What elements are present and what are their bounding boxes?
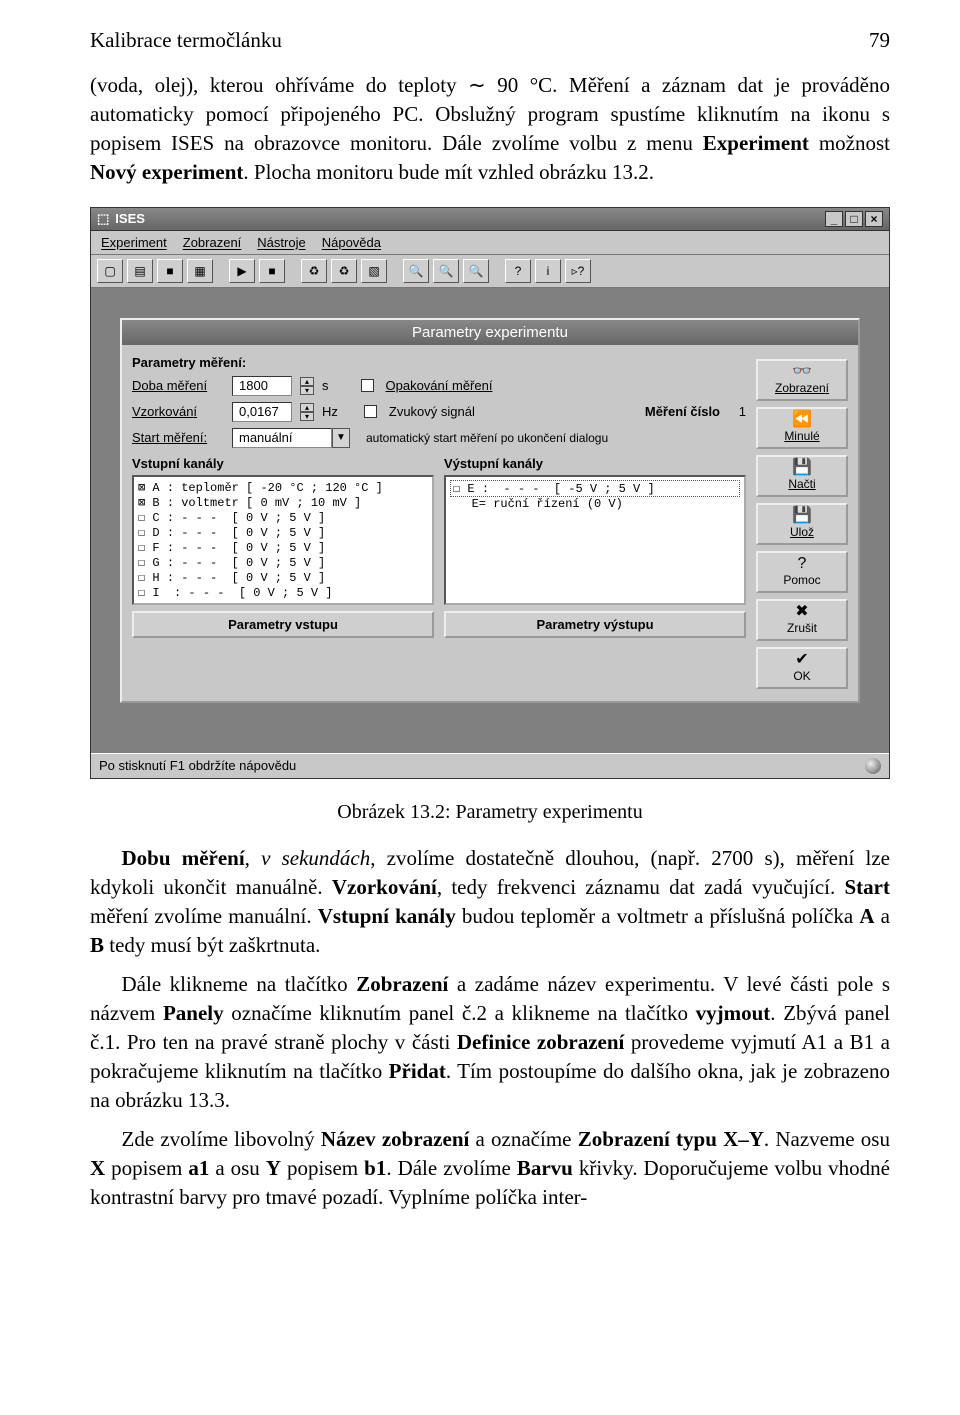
status-bar: Po stisknutí F1 obdržíte nápovědu	[91, 753, 889, 778]
list-item[interactable]: ☐ D : - - - [ 0 V ; 5 V ]	[138, 525, 428, 540]
toolbar: ▢ ▤ ■ ▦ ▶ ■ ♻ ♻ ▧ 🔍 🔍 🔍 ? i ▹?	[91, 255, 889, 288]
button-pomoc[interactable]: ?Pomoc	[756, 551, 848, 593]
list-item[interactable]: ☐ C : - - - [ 0 V ; 5 V ]	[138, 510, 428, 525]
paragraph-4: Zde zvolíme libovolný Název zobrazení a …	[90, 1125, 890, 1212]
tool-stop[interactable]: ■	[259, 259, 285, 283]
list-item: E= ruční řízení (0 V)	[450, 497, 740, 511]
list-item[interactable]: ⊠ A : teploměr [ -20 °C ; 120 °C ]	[138, 480, 428, 495]
tool-open[interactable]: ▤	[127, 259, 153, 283]
title-bar: ⬚ ISES _ □ ×	[91, 208, 889, 231]
list-item[interactable]: ☐ I : - - - [ 0 V ; 5 V ]	[138, 585, 428, 600]
tool-what[interactable]: ▹?	[565, 259, 591, 283]
figure-caption: Obrázek 13.2: Parametry experimentu	[90, 801, 890, 824]
list-item[interactable]: ☐ H : - - - [ 0 V ; 5 V ]	[138, 570, 428, 585]
maximize-button[interactable]: □	[845, 211, 863, 227]
group-parametry-mereni: Parametry měření:	[132, 355, 746, 370]
spinner-vzork[interactable]: ▴▾	[300, 403, 314, 421]
app-screenshot: ⬚ ISES _ □ × Experiment Zobrazení Nástro…	[90, 207, 890, 779]
list-item[interactable]: ☐ G : - - - [ 0 V ; 5 V ]	[138, 555, 428, 570]
minimize-button[interactable]: _	[825, 211, 843, 227]
label-vystupni-kanaly: Výstupní kanály	[444, 456, 746, 471]
label-start: Start měření:	[132, 430, 224, 445]
input-doba[interactable]: 1800	[232, 376, 292, 396]
app-title: ISES	[115, 211, 145, 226]
tool-zoom[interactable]: 🔍	[403, 259, 429, 283]
label-zvuk: Zvukový signál	[389, 404, 475, 419]
menu-bar: Experiment Zobrazení Nástroje Nápověda	[91, 231, 889, 255]
button-nacti[interactable]: 💾Načti	[756, 455, 848, 497]
button-minule[interactable]: ⏪Minulé	[756, 407, 848, 449]
checkbox-zvuk[interactable]	[364, 405, 377, 418]
status-text: Po stisknutí F1 obdržíte nápovědu	[99, 758, 296, 774]
tool-c[interactable]: ▧	[361, 259, 387, 283]
tool-a[interactable]: ♻	[301, 259, 327, 283]
checkbox-opakovani[interactable]	[361, 379, 374, 392]
button-zobrazeni[interactable]: 👓Zobrazení	[756, 359, 848, 401]
list-item[interactable]: ⊠ B : voltmetr [ 0 mV ; 10 mV ]	[138, 495, 428, 510]
tool-info[interactable]: i	[535, 259, 561, 283]
label-vstupni-kanaly: Vstupní kanály	[132, 456, 434, 471]
menu-zobrazeni[interactable]: Zobrazení	[183, 235, 242, 250]
dialog-parametry: Parametry experimentu Parametry měření: …	[120, 318, 860, 703]
label-mereni-cislo: Měření číslo	[645, 404, 720, 419]
input-vzork[interactable]: 0,0167	[232, 402, 292, 422]
tool-new[interactable]: ▢	[97, 259, 123, 283]
paragraph-3: Dále klikneme na tlačítko Zobrazení a za…	[90, 970, 890, 1115]
menu-napoveda[interactable]: Nápověda	[322, 235, 381, 250]
combo-start[interactable]: manuální▼	[232, 428, 350, 448]
label-vzork: Vzorkování	[132, 404, 224, 419]
tool-zoom3[interactable]: 🔍	[463, 259, 489, 283]
menu-experiment[interactable]: Experiment	[101, 235, 167, 250]
status-orb-icon	[865, 758, 881, 774]
tool-table[interactable]: ▦	[187, 259, 213, 283]
hint-start: automatický start měření po ukončení dia…	[366, 431, 608, 445]
work-area: Parametry experimentu Parametry měření: …	[91, 288, 889, 753]
close-button[interactable]: ×	[865, 211, 883, 227]
dialog-title: Parametry experimentu	[122, 320, 858, 345]
list-item[interactable]: ☐ E : - - - [ -5 V ; 5 V ]	[450, 480, 740, 497]
label-opakovani: Opakování měření	[386, 378, 493, 393]
label-doba: Doba měření	[132, 378, 224, 393]
tool-save[interactable]: ■	[157, 259, 183, 283]
page-title: Kalibrace termočlánku	[90, 28, 282, 53]
value-mereni-cislo: 1	[728, 404, 746, 419]
button-parametry-vstupu[interactable]: Parametry vstupu	[132, 611, 434, 638]
list-item[interactable]: ☐ F : - - - [ 0 V ; 5 V ]	[138, 540, 428, 555]
button-uloz[interactable]: 💾Ulož	[756, 503, 848, 545]
paragraph-1: (voda, olej), kterou ohříváme do teploty…	[90, 71, 890, 187]
button-parametry-vystupu[interactable]: Parametry výstupu	[444, 611, 746, 638]
tool-zoom2[interactable]: 🔍	[433, 259, 459, 283]
tool-help[interactable]: ?	[505, 259, 531, 283]
listbox-vystupni[interactable]: ☐ E : - - - [ -5 V ; 5 V ] E= ruční říze…	[444, 475, 746, 605]
menu-nastroje[interactable]: Nástroje	[257, 235, 305, 250]
app-icon: ⬚	[97, 211, 109, 227]
page-number: 79	[869, 28, 890, 53]
tool-b[interactable]: ♻	[331, 259, 357, 283]
spinner-doba[interactable]: ▴▾	[300, 377, 314, 395]
unit-s: s	[322, 378, 329, 393]
button-ok[interactable]: ✔OK	[756, 647, 848, 689]
tool-start[interactable]: ▶	[229, 259, 255, 283]
paragraph-2: Dobu měření, v sekundách, zvolíme dostat…	[90, 844, 890, 960]
button-zrusit[interactable]: ✖Zrušit	[756, 599, 848, 641]
unit-hz: Hz	[322, 404, 338, 419]
listbox-vstupni[interactable]: ⊠ A : teploměr [ -20 °C ; 120 °C ]⊠ B : …	[132, 475, 434, 605]
